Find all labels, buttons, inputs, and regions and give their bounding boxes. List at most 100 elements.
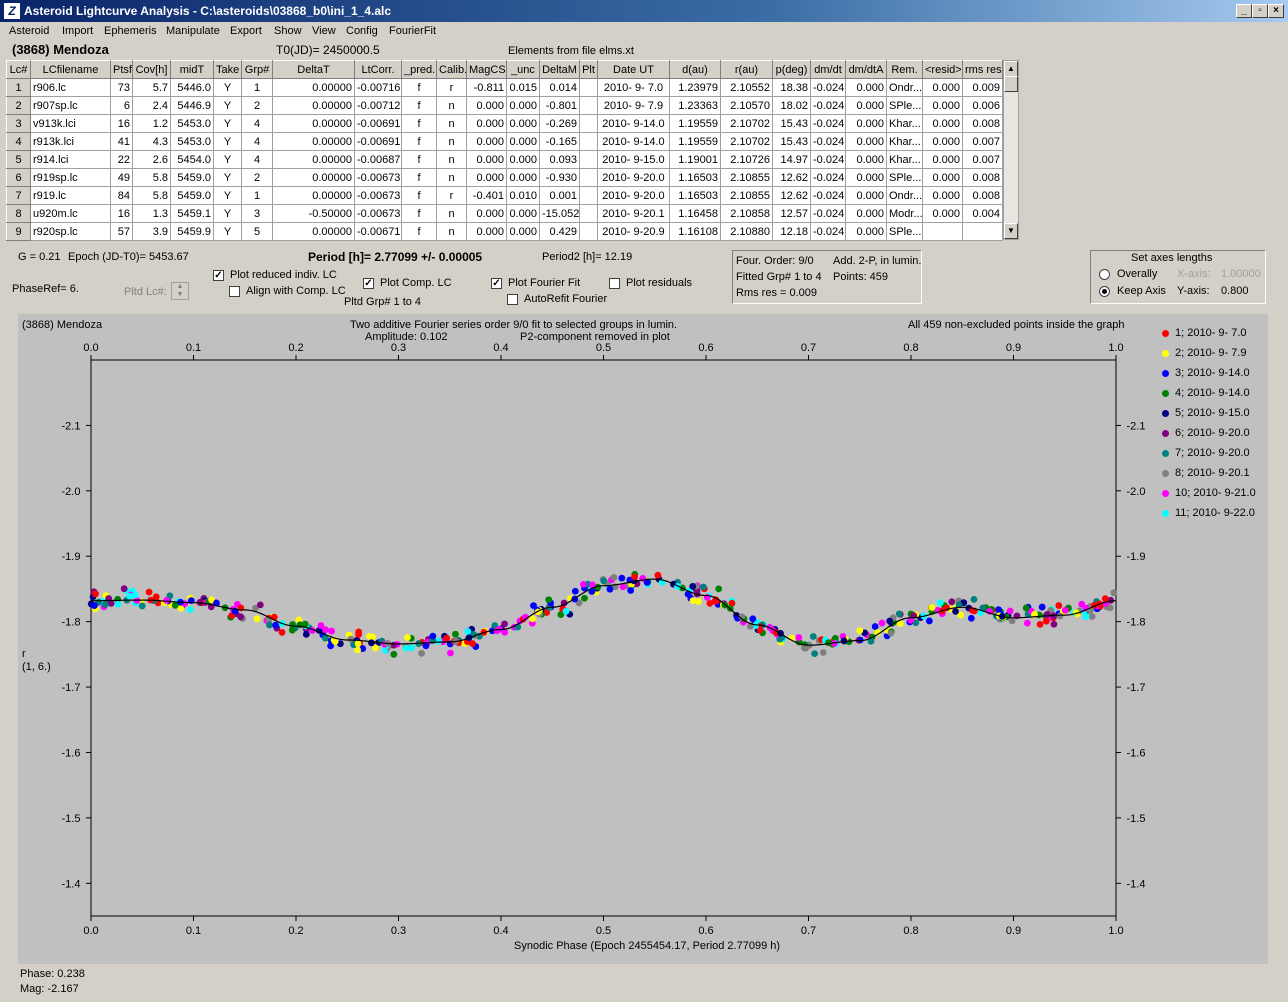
column-header[interactable]: dm/dtA (845, 60, 887, 79)
autorefit-checkbox[interactable] (507, 294, 518, 305)
plot-comp-checkbox[interactable]: ✓ (363, 278, 374, 289)
table-cell[interactable]: SPle... (886, 168, 923, 187)
table-cell[interactable]: 0.000 (922, 114, 963, 133)
row-header[interactable]: 3 (6, 114, 31, 133)
table-cell[interactable]: 2.10702 (720, 114, 773, 133)
table-cell[interactable]: 2010- 9-20.0 (597, 168, 670, 187)
table-cell[interactable]: 0.000 (922, 132, 963, 151)
column-header[interactable]: Cov[h] (132, 60, 171, 79)
table-cell[interactable] (579, 222, 598, 241)
table-cell[interactable]: n (436, 150, 467, 169)
table-cell[interactable]: 3 (241, 204, 273, 223)
table-cell[interactable]: 1.23363 (669, 96, 721, 115)
table-cell[interactable]: 6 (110, 96, 133, 115)
table-cell[interactable]: -0.024 (810, 186, 846, 205)
table-row[interactable]: 9 r920sp.lc 57 3.9 5459.9 Y 5 0.00000 -0.00671 f n… (6, 222, 1003, 241)
table-cell[interactable]: 0.000 (466, 114, 507, 133)
table-cell[interactable]: -0.165 (539, 132, 580, 151)
table-cell[interactable] (962, 222, 1003, 241)
column-header[interactable]: DeltaT (272, 60, 355, 79)
table-cell[interactable]: 12.62 (772, 186, 811, 205)
table-cell[interactable]: 0.007 (962, 150, 1003, 169)
column-header[interactable]: _pred. (401, 60, 437, 79)
table-cell[interactable]: 0.00000 (272, 168, 355, 187)
table-cell[interactable]: 0.00000 (272, 150, 355, 169)
table-cell[interactable]: -0.024 (810, 222, 846, 241)
table-cell[interactable]: 2010- 9-14.0 (597, 114, 670, 133)
table-cell[interactable]: r914.lci (30, 150, 111, 169)
table-cell[interactable]: f (401, 78, 437, 97)
table-cell[interactable]: r (436, 186, 467, 205)
column-header[interactable]: dm/dt (810, 60, 846, 79)
scroll-down-icon[interactable]: ▼ (1004, 223, 1018, 239)
table-cell[interactable]: 12.57 (772, 204, 811, 223)
column-header[interactable]: Plt (579, 60, 598, 79)
scroll-thumb[interactable] (1004, 76, 1018, 92)
table-cell[interactable]: f (401, 222, 437, 241)
table-cell[interactable]: -0.024 (810, 114, 846, 133)
menu-view[interactable]: View (312, 25, 336, 37)
table-cell[interactable]: r919.lc (30, 186, 111, 205)
table-cell[interactable]: 1.2 (132, 114, 171, 133)
table-cell[interactable]: Y (213, 132, 242, 151)
menu-show[interactable]: Show (274, 25, 302, 37)
table-cell[interactable]: 0.000 (845, 168, 887, 187)
table-cell[interactable]: Y (213, 150, 242, 169)
menu-fourierfit[interactable]: FourierFit (389, 25, 437, 37)
table-row[interactable]: 7 r919.lc 84 5.8 5459.0 Y 1 0.00000 -0.00673 f r -0… (6, 186, 1003, 205)
table-cell[interactable]: 1.19001 (669, 150, 721, 169)
table-cell[interactable] (579, 150, 598, 169)
column-header[interactable]: Rem. (886, 60, 923, 79)
table-row[interactable]: 6 r919sp.lc 49 5.8 5459.0 Y 2 0.00000 -0.00673 f n… (6, 168, 1003, 187)
column-header[interactable]: midT (170, 60, 214, 79)
keep-axis-radio[interactable] (1099, 286, 1110, 297)
column-header[interactable]: <resid> (922, 60, 963, 79)
table-cell[interactable]: 5459.1 (170, 204, 214, 223)
table-cell[interactable]: 16 (110, 114, 133, 133)
table-cell[interactable]: -0.801 (539, 96, 580, 115)
table-cell[interactable]: -0.930 (539, 168, 580, 187)
table-cell[interactable]: 0.093 (539, 150, 580, 169)
table-cell[interactable]: Y (213, 186, 242, 205)
table-cell[interactable]: 5453.0 (170, 114, 214, 133)
table-cell[interactable]: 0.000 (506, 204, 540, 223)
scroll-up-icon[interactable]: ▲ (1004, 61, 1018, 77)
table-cell[interactable]: 1 (241, 78, 273, 97)
table-cell[interactable]: 0.00000 (272, 132, 355, 151)
table-cell[interactable]: -0.00716 (354, 78, 402, 97)
pltd-lc-spinner[interactable]: ▲ ▼ (171, 282, 189, 300)
table-cell[interactable]: f (401, 186, 437, 205)
table-cell[interactable]: 5446.9 (170, 96, 214, 115)
table-cell[interactable]: 1.16458 (669, 204, 721, 223)
plot-area[interactable]: (3868) Mendoza Two additive Fourier seri… (18, 314, 1268, 964)
plot-fourier-checkbox[interactable]: ✓ (491, 278, 502, 289)
table-cell[interactable]: 0.000 (466, 96, 507, 115)
table-cell[interactable]: 15.43 (772, 132, 811, 151)
table-row[interactable]: 5 r914.lci 22 2.6 5454.0 Y 4 0.00000 -0.00687 f n 0… (6, 150, 1003, 169)
table-cell[interactable]: -15.052 (539, 204, 580, 223)
table-cell[interactable]: 0.000 (922, 150, 963, 169)
table-row[interactable]: 2 r907sp.lc 6 2.4 5446.9 Y 2 0.00000 -0.00712 f n 0… (6, 96, 1003, 115)
table-cell[interactable]: -0.00712 (354, 96, 402, 115)
row-header[interactable]: 6 (6, 168, 31, 187)
column-header[interactable]: Date UT (597, 60, 670, 79)
table-row[interactable]: 3 v913k.lci 16 1.2 5453.0 Y 4 0.00000 -0.00691 f n… (6, 114, 1003, 133)
row-header[interactable]: 1 (6, 78, 31, 97)
table-cell[interactable]: 0.000 (922, 78, 963, 97)
table-cell[interactable]: 0.00000 (272, 186, 355, 205)
plot-reduced-checkbox[interactable]: ✓ (213, 270, 224, 281)
table-cell[interactable]: 0.000 (506, 168, 540, 187)
table-cell[interactable]: 0.000 (922, 186, 963, 205)
table-cell[interactable]: -0.024 (810, 168, 846, 187)
minimize-button[interactable]: _ (1236, 4, 1252, 18)
table-cell[interactable]: 0.00000 (272, 114, 355, 133)
table-cell[interactable]: 5453.0 (170, 132, 214, 151)
table-cell[interactable]: Khar... (886, 132, 923, 151)
table-cell[interactable]: 4 (241, 114, 273, 133)
table-cell[interactable]: 0.015 (506, 78, 540, 97)
table-cell[interactable]: 0.000 (845, 204, 887, 223)
table-cell[interactable]: 57 (110, 222, 133, 241)
table-cell[interactable]: 22 (110, 150, 133, 169)
column-header[interactable]: Calib. (436, 60, 467, 79)
table-cell[interactable]: Khar... (886, 150, 923, 169)
